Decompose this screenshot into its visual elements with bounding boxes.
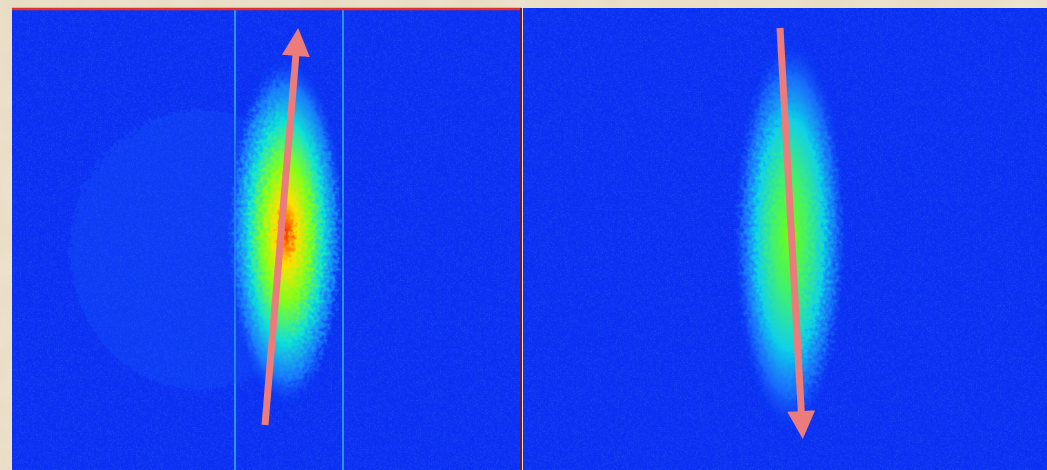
- left-panel: [12, 8, 521, 470]
- intensity-blob: [226, 54, 346, 410]
- right-panel: [523, 8, 1047, 470]
- page: [0, 0, 1047, 470]
- scene: [0, 0, 1047, 470]
